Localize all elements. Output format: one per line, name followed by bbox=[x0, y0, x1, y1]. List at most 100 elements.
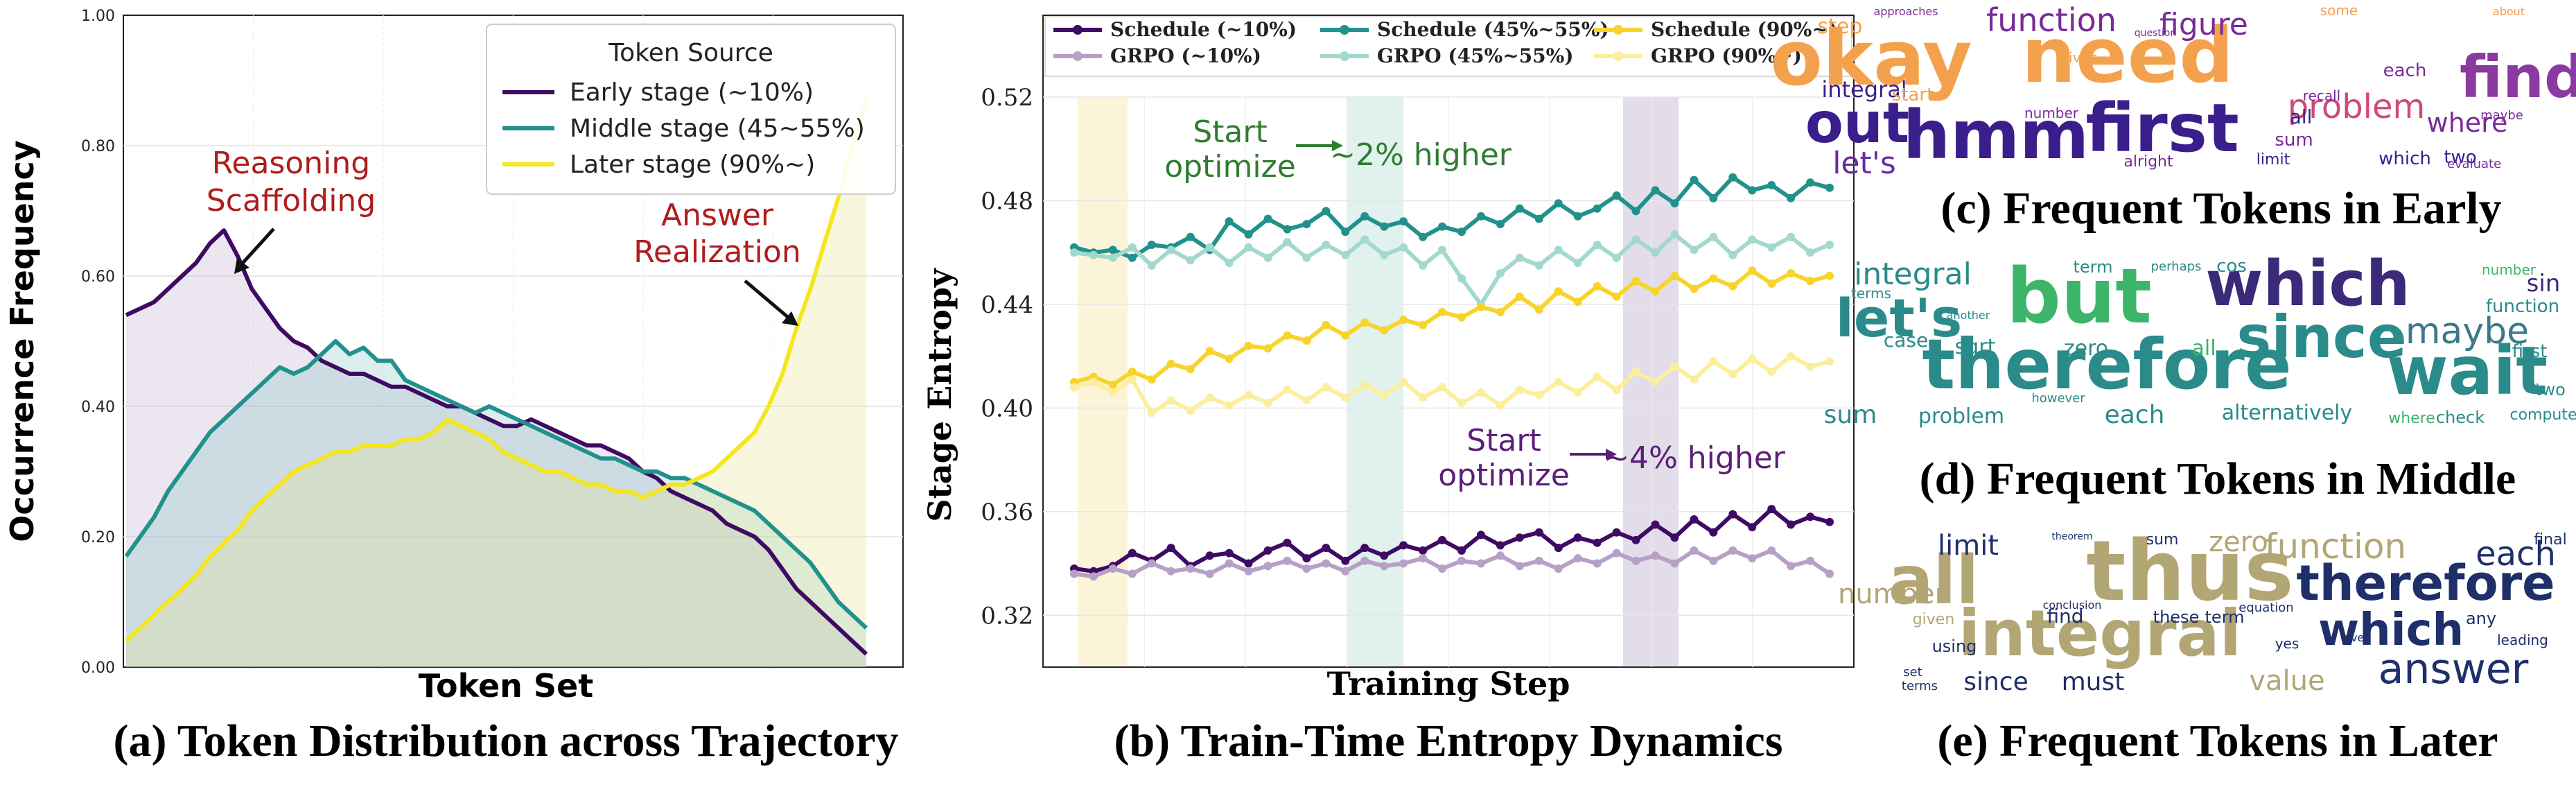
series-point bbox=[1089, 378, 1098, 386]
series-point bbox=[1147, 559, 1156, 568]
series-point bbox=[1399, 243, 1408, 252]
legend-label: Schedule (90%~) bbox=[1651, 18, 1837, 41]
cloud-word: leading bbox=[2497, 632, 2548, 648]
series-point bbox=[1476, 559, 1485, 568]
cloud-word: integral bbox=[1854, 257, 1972, 292]
series-point bbox=[1554, 287, 1563, 296]
series-point bbox=[1166, 396, 1175, 405]
series-point bbox=[1748, 266, 1757, 275]
series-point bbox=[1593, 559, 1602, 568]
annotation-realization: Realization bbox=[633, 234, 800, 270]
series-point bbox=[1108, 388, 1117, 397]
series-point bbox=[1709, 357, 1718, 366]
cloud-word: maybe bbox=[2480, 108, 2523, 123]
series-point bbox=[1767, 181, 1776, 189]
series-point bbox=[1322, 559, 1331, 568]
series-point bbox=[1787, 520, 1796, 529]
series-point bbox=[1496, 551, 1505, 560]
series-point bbox=[1825, 357, 1834, 366]
series-point bbox=[1438, 245, 1446, 254]
series-point bbox=[1225, 559, 1234, 568]
cloud-word: conclusion bbox=[2043, 598, 2102, 612]
series-point bbox=[1534, 305, 1543, 314]
annotation-arrowhead-b1 bbox=[1332, 140, 1343, 151]
panel-a-caption: (a) Token Distribution across Trajectory bbox=[114, 716, 899, 766]
legend-label: Schedule (45%~55%) bbox=[1377, 18, 1609, 41]
cloud-word: theorem bbox=[2051, 531, 2092, 542]
cloud-word: sum bbox=[2146, 531, 2179, 549]
cloud-word: function bbox=[2486, 296, 2559, 317]
series-point bbox=[1515, 533, 1524, 542]
series-point bbox=[1767, 243, 1776, 252]
legend-label: Schedule (~10%) bbox=[1110, 18, 1297, 41]
cloud-word: hmm bbox=[1903, 96, 2089, 174]
series-point bbox=[1322, 207, 1331, 216]
series-point bbox=[1419, 546, 1428, 555]
series-point bbox=[1806, 277, 1815, 286]
cloud-word: where bbox=[2388, 410, 2435, 427]
series-point bbox=[1612, 292, 1621, 301]
y-tick-label: 0.36 bbox=[981, 499, 1033, 526]
series-point bbox=[1748, 554, 1757, 563]
series-line bbox=[1074, 232, 1831, 307]
series-point bbox=[1360, 318, 1369, 327]
legend-label: Early stage (~10%) bbox=[570, 78, 814, 107]
series-point bbox=[1651, 186, 1660, 195]
cloud-word: sqrt bbox=[1955, 335, 1996, 359]
cloud-word: two bbox=[2444, 147, 2476, 168]
cloud-word: which bbox=[2205, 248, 2410, 320]
series-point bbox=[1244, 230, 1253, 239]
series-point bbox=[1767, 279, 1776, 288]
series-point bbox=[1186, 256, 1195, 265]
legend-marker bbox=[1073, 51, 1083, 61]
series-point bbox=[1380, 390, 1389, 399]
series-point bbox=[1728, 370, 1737, 379]
series-line bbox=[124, 339, 868, 630]
cloud-word: approaches bbox=[1873, 5, 1938, 18]
series-point bbox=[1225, 354, 1234, 363]
series-point bbox=[1419, 261, 1428, 270]
series-point bbox=[1186, 564, 1195, 573]
cloud-word: therefore bbox=[2296, 555, 2555, 612]
series-point bbox=[1554, 199, 1563, 208]
series-point bbox=[1651, 520, 1660, 529]
series-point bbox=[1515, 562, 1524, 571]
series-point bbox=[1244, 341, 1253, 350]
series-point bbox=[1825, 271, 1834, 280]
panel-b-legend-items: Schedule (~10%) GRPO (~10%) Schedule (45%~… bbox=[1053, 18, 1837, 67]
series-point bbox=[1166, 567, 1175, 576]
cloud-word: two bbox=[2535, 380, 2566, 399]
series-point bbox=[1476, 388, 1485, 397]
legend-items: Early stage (~10%) Middle stage (45~55%) L… bbox=[502, 78, 865, 179]
series-point bbox=[1399, 559, 1408, 568]
series-group bbox=[1070, 352, 1834, 417]
annotation-start-1: Start bbox=[1193, 114, 1268, 150]
series-point bbox=[1089, 250, 1098, 259]
cloud-word: which bbox=[2318, 605, 2464, 656]
cloud-word: zero bbox=[2209, 526, 2268, 558]
series-point bbox=[1322, 241, 1331, 249]
series-point bbox=[1690, 175, 1699, 184]
series-point bbox=[1534, 556, 1543, 565]
series-point bbox=[1457, 556, 1466, 565]
series-point bbox=[1476, 212, 1485, 221]
series-point bbox=[1147, 375, 1156, 384]
series-point bbox=[1670, 230, 1679, 239]
series-point bbox=[1399, 378, 1408, 386]
series-point bbox=[1322, 320, 1331, 329]
series-point bbox=[1438, 564, 1446, 573]
series-point bbox=[1399, 316, 1408, 325]
series-point bbox=[1302, 336, 1311, 345]
cloud-word: number bbox=[2024, 105, 2079, 121]
series-point bbox=[1670, 362, 1679, 371]
series-point bbox=[1263, 546, 1272, 555]
series-area bbox=[126, 230, 866, 667]
series-point bbox=[1748, 235, 1757, 244]
series-point bbox=[1728, 282, 1737, 291]
series-point bbox=[1806, 178, 1815, 187]
series-point bbox=[1728, 546, 1737, 555]
annotation-higher-4: ~4% higher bbox=[1604, 440, 1786, 476]
series-group bbox=[1070, 230, 1834, 309]
annotation-arrowhead-a2 bbox=[782, 311, 798, 326]
